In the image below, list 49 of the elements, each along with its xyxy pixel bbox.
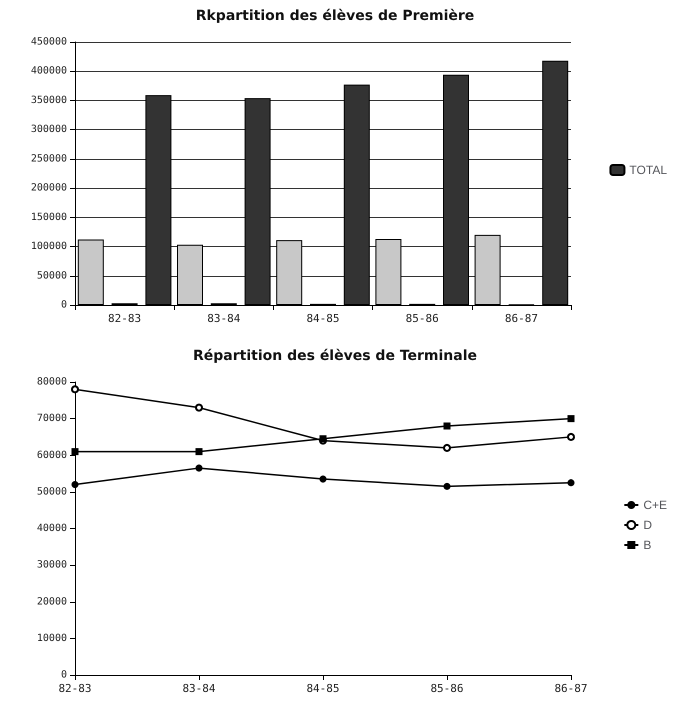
legend-label: B [643,538,652,552]
point [567,432,575,441]
y-tick-label: 10000 [36,632,67,644]
point [443,444,451,452]
y-tick-label: 0 [60,300,67,310]
x-tick-label: 84-85 [306,312,340,325]
x-tick-label: 83-84 [182,682,216,695]
y-tick-label: 40000 [36,523,67,534]
chart-title: Rkpartition des élèves de Première [196,8,474,24]
point [195,404,203,412]
x-tick-label: 86-87 [504,312,538,325]
point [568,479,574,486]
x-tick-label: 84-85 [306,682,340,695]
y-tick-label: 100000 [30,241,67,252]
x-tick-label: 85-86 [430,682,464,695]
point [72,448,78,456]
point [444,422,450,430]
point [320,435,326,442]
y-tick-label: 30000 [36,560,67,571]
y-tick-label: 60000 [36,450,67,461]
x-tick-label: 85-86 [406,312,439,325]
y-tick-label: 150000 [30,212,67,223]
x-tick-label: 86-87 [554,682,588,695]
y-tick-label: 50000 [36,270,67,282]
y-tick-label: 450000 [30,36,67,48]
y-tick-label: 70000 [36,413,67,424]
y-tick-label: 200000 [30,182,67,194]
y-tick-label: 20000 [36,596,67,608]
point [196,448,202,456]
y-tick-label: 400000 [30,66,67,77]
legend-label: D [643,518,652,532]
legend-label: C+E [643,498,668,512]
legend-label: TOTAL [629,163,668,177]
point [568,415,574,422]
x-tick-label: 82-83 [108,312,142,325]
x-tick-label: 83-84 [207,312,241,325]
y-tick-label: 300000 [30,124,67,136]
point [196,464,202,472]
x-tick-label: 82-83 [58,682,92,695]
chart-title: Répartition des élèves de Terminale [192,348,478,364]
point [72,481,78,488]
y-tick-label: 0 [60,670,67,680]
y-tick-label: 250000 [30,153,67,164]
y-tick-label: 50000 [36,486,67,498]
point [71,385,79,394]
y-tick-label: 350000 [30,94,67,106]
point [320,476,326,483]
point [444,482,450,490]
y-tick-label: 80000 [36,376,67,388]
